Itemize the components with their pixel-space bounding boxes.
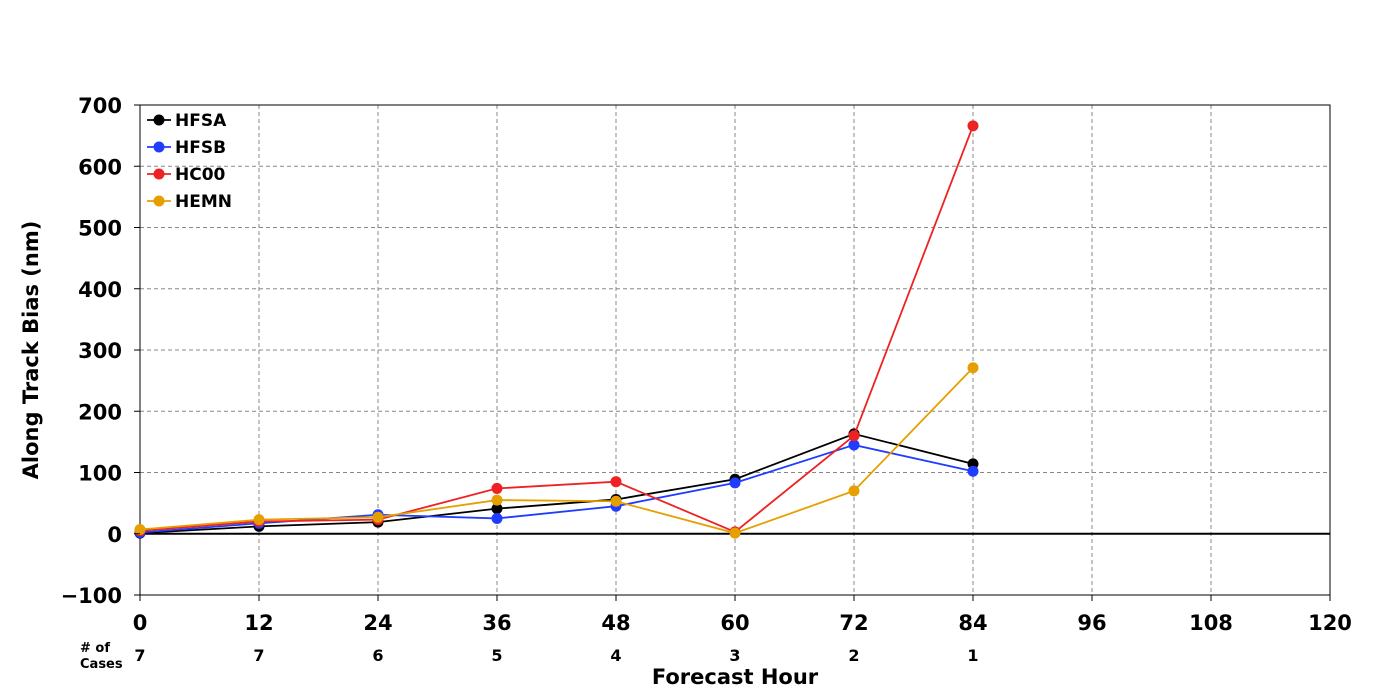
y-tick-label: 200	[78, 400, 122, 424]
x-tick-label: 72	[839, 611, 868, 635]
data-point-hfsb	[491, 512, 503, 524]
data-point-hfsb	[967, 465, 979, 477]
legend-label: HFSB	[175, 138, 226, 158]
x-tick-label: 108	[1189, 611, 1233, 635]
x-tick-label: 12	[244, 611, 273, 635]
cases-count: 6	[372, 646, 383, 665]
cases-label-line1: # of	[80, 641, 110, 656]
series-line-hc00	[139, 125, 974, 533]
data-point-hfsa	[491, 503, 503, 515]
x-tick-label: 36	[482, 611, 511, 635]
cases-count: 3	[729, 646, 740, 665]
data-point-hfsb	[848, 439, 860, 451]
x-tick-label: 48	[601, 611, 630, 635]
data-point-hemn	[491, 494, 503, 506]
x-tick-label: 24	[363, 611, 392, 635]
y-tick-label: 400	[78, 278, 122, 302]
legend-item-hfsb: HFSB	[147, 138, 226, 158]
legend-item-hemn: HEMN	[147, 192, 232, 212]
data-point-hemn	[967, 362, 979, 374]
y-tick-label: 600	[78, 155, 122, 179]
cases-count: 2	[848, 646, 859, 665]
cases-count: 4	[610, 646, 621, 665]
data-point-hfsb	[729, 477, 741, 489]
legend-item-hc00: HC00	[147, 165, 226, 185]
y-axis-label: Along Track Bias (nm)	[19, 221, 43, 480]
data-point-hc00	[848, 430, 860, 442]
legend-marker	[153, 168, 165, 180]
y-tick-label: 0	[107, 523, 122, 547]
data-point-hemn	[253, 514, 265, 526]
data-point-hemn	[729, 527, 741, 539]
y-tick-label: 500	[78, 217, 122, 241]
x-tick-label: 120	[1308, 611, 1352, 635]
y-tick-label: 100	[78, 462, 122, 486]
cases-count: 5	[491, 646, 502, 665]
legend-label: HEMN	[175, 192, 232, 212]
series-layer	[134, 120, 979, 539]
legend-marker	[153, 141, 165, 153]
x-tick-label: 0	[133, 611, 148, 635]
legend-marker	[153, 114, 165, 126]
y-tick-label: 300	[78, 339, 122, 363]
data-point-hc00	[610, 476, 622, 488]
series-line-hemn	[139, 367, 974, 535]
y-tick-label: −100	[61, 584, 122, 608]
x-tick-label: 60	[720, 611, 749, 635]
legend-label: HC00	[175, 165, 226, 185]
cases-count: 7	[253, 646, 264, 665]
legend-item-hfsa: HFSA	[147, 111, 227, 131]
series-hc00	[134, 120, 979, 538]
legend-marker	[153, 195, 165, 207]
x-tick-label: 84	[958, 611, 987, 635]
data-point-hemn	[610, 495, 622, 507]
cases-row: # of Cases 7 7 6 5 4 3 2 1	[80, 641, 979, 672]
data-point-hemn	[134, 523, 146, 535]
series-hemn	[134, 362, 979, 539]
y-axis-ticks: 700 600 500 400 300 200 100 0 −100	[61, 94, 140, 608]
grid	[140, 105, 1330, 595]
legend-label: HFSA	[175, 111, 227, 131]
data-point-hc00	[491, 482, 503, 494]
x-axis-label: Forecast Hour	[652, 665, 819, 689]
x-tick-label: 96	[1077, 611, 1106, 635]
series-line-hfsa	[139, 432, 974, 535]
legend: HFSA HFSB HC00 HEMN	[147, 111, 232, 212]
y-tick-label: 700	[78, 94, 122, 118]
cases-count: 1	[967, 646, 978, 665]
data-point-hemn	[848, 485, 860, 497]
data-point-hc00	[967, 120, 979, 132]
cases-count: 7	[134, 646, 145, 665]
x-axis-ticks: 0 12 24 36 48 60 72 84 96 108 120	[133, 595, 1352, 635]
cases-label-line2: Cases	[80, 657, 123, 672]
data-point-hemn	[372, 511, 384, 523]
